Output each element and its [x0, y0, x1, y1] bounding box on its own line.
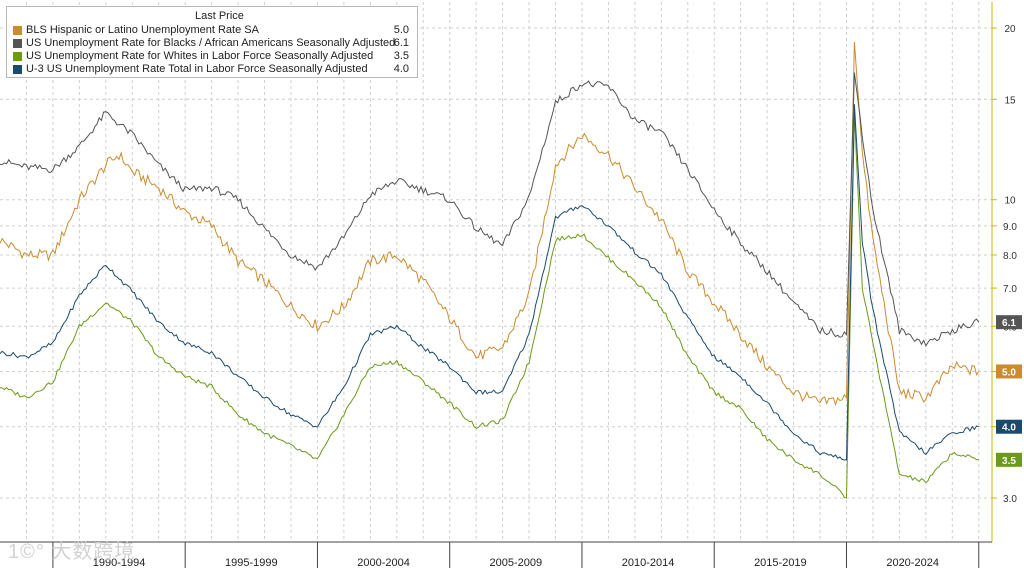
legend-header: Last Price: [195, 10, 244, 22]
y-tick-label: 10: [1004, 196, 1016, 207]
last-price-box: [996, 315, 1022, 330]
last-price-label: 4.0: [1002, 423, 1016, 434]
legend-swatch: [13, 26, 22, 35]
last-price-label: 5.0: [1002, 367, 1016, 378]
grid-layer: [0, 2, 992, 542]
x-tick-label: 2005-2009: [490, 557, 543, 568]
series-line: [0, 41, 980, 407]
x-tick-label: 2015-2019: [754, 557, 807, 568]
legend-item-label: BLS Hispanic or Latino Unemployment Rate…: [26, 24, 259, 36]
legend-item-hispanic: BLS Hispanic or Latino Unemployment Rate…: [13, 24, 413, 37]
x-tick-label: 2010-2014: [622, 557, 675, 568]
legend-item-value: 5.0: [393, 24, 409, 36]
x-tick-label: 2020-2024: [886, 557, 939, 568]
x-tick-label: 2000-2004: [357, 557, 410, 568]
last-price-box: [996, 364, 1022, 379]
legend-item-black: US Unemployment Rate for Blacks / Africa…: [13, 37, 413, 50]
legend: Last Price BLS Hispanic or Latino Unempl…: [6, 6, 418, 78]
legend-item-total: U-3 US Unemployment Rate Total in Labor …: [13, 63, 413, 76]
x-tick-label: 1995-1999: [225, 557, 278, 568]
y-tick-label: 8.0: [1003, 251, 1017, 262]
legend-item-label: U-3 US Unemployment Rate Total in Labor …: [26, 63, 368, 75]
y-tick-label: 7.0: [1003, 284, 1017, 295]
legend-swatch: [13, 52, 22, 61]
legend-item-white: US Unemployment Rate for Whites in Labor…: [13, 50, 413, 63]
last-price-label: 3.5: [1002, 456, 1016, 467]
series-line: [0, 112, 979, 499]
legend-item-value: 6.1: [393, 37, 409, 49]
y-tick-label: 20: [1004, 24, 1016, 35]
series-layer: [0, 41, 980, 499]
legend-item-label: US Unemployment Rate for Whites in Labor…: [26, 50, 374, 62]
y-tick-label: 9.0: [1003, 222, 1017, 233]
series-line: [0, 72, 980, 347]
last-price-label: 6.1: [1002, 318, 1016, 329]
watermark: 1©° 大数跨境: [8, 541, 136, 563]
legend-item-label: US Unemployment Rate for Blacks / Africa…: [26, 37, 396, 49]
legend-item-value: 4.0: [393, 63, 409, 75]
last-price-box: [996, 452, 1022, 467]
series-line: [0, 104, 979, 461]
x-tick-label: 1990-1994: [93, 557, 146, 568]
legend-item-value: 3.5: [393, 50, 409, 62]
y-tick-label: 15: [1004, 95, 1016, 106]
last-price-box: [996, 419, 1022, 434]
legend-swatch: [13, 39, 22, 48]
y-tick-label: 3.0: [1003, 494, 1017, 505]
legend-swatch: [13, 65, 22, 74]
